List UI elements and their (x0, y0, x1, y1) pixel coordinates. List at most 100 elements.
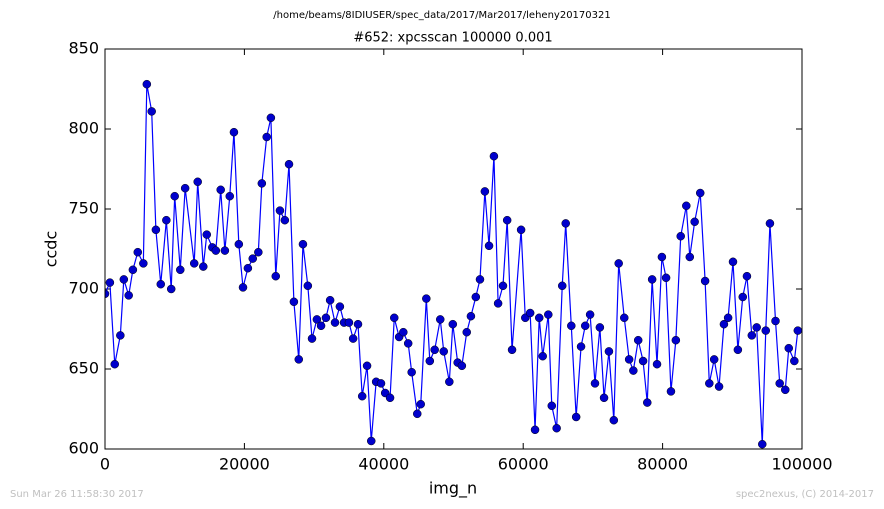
data-point (624, 355, 634, 364)
data-point (538, 351, 547, 361)
data-point (142, 79, 152, 89)
data-point (180, 183, 190, 193)
data-point (151, 225, 161, 235)
data-point (507, 345, 517, 355)
data-point (139, 259, 148, 268)
data-point (248, 254, 258, 263)
y-tick-label: 600 (68, 439, 99, 458)
data-point (376, 379, 386, 388)
data-point (330, 318, 340, 327)
data-point (353, 319, 363, 329)
data-point (280, 215, 290, 225)
data-point (552, 423, 561, 433)
data-point (493, 299, 503, 308)
data-point (189, 259, 199, 268)
data-point (793, 326, 802, 335)
data-point (170, 191, 179, 201)
data-point (638, 356, 648, 366)
data-point (211, 246, 221, 255)
data-point (643, 398, 652, 407)
data-point (567, 321, 576, 331)
data-point (275, 206, 285, 215)
data-point (385, 393, 395, 403)
data-point (471, 292, 481, 302)
data-point (166, 284, 176, 294)
data-point (466, 311, 476, 321)
data-point (620, 313, 629, 323)
data-point (728, 257, 738, 267)
data-point (614, 259, 623, 268)
data-point (199, 262, 208, 271)
footer-date: Sun Mar 26 11:58:30 2017 (10, 489, 144, 500)
data-point (758, 439, 767, 449)
data-point (695, 188, 705, 198)
data-point (661, 273, 671, 283)
data-point (530, 425, 540, 435)
data-point (790, 356, 799, 366)
data-point (284, 159, 294, 169)
x-tick-label: 40000 (358, 455, 409, 474)
data-point (629, 366, 638, 375)
data-point (609, 415, 619, 425)
data-point (238, 283, 248, 292)
chart-title: #652: xpcsscan 100000 0.001 (353, 31, 552, 46)
data-point (676, 231, 685, 241)
data-point (682, 201, 691, 211)
data-point (124, 291, 133, 300)
y-tick-label: 850 (68, 39, 99, 58)
data-point (647, 275, 657, 284)
data-point (216, 185, 225, 195)
plot-frame (104, 48, 803, 450)
data-point (652, 359, 662, 369)
x-axis-label: img_n (429, 479, 477, 499)
y-axis-label: ccdc (42, 231, 61, 268)
data-point (445, 377, 454, 387)
data-point (307, 334, 317, 343)
data-point (413, 409, 422, 419)
data-point (298, 239, 308, 249)
data-point (747, 331, 757, 340)
data-point (229, 127, 239, 137)
data-point (271, 271, 281, 281)
data-point (234, 239, 244, 249)
data-point (448, 319, 458, 329)
data-point (580, 321, 590, 331)
data-point (193, 177, 202, 187)
data-point (544, 310, 553, 319)
data-point (671, 335, 681, 345)
data-point (516, 225, 526, 235)
data-point (357, 391, 367, 401)
data-point (416, 399, 425, 409)
data-point (489, 151, 499, 161)
data-point (436, 315, 445, 324)
data-point (457, 361, 467, 371)
data-point (752, 323, 761, 332)
data-point (128, 265, 138, 275)
data-point (312, 315, 322, 324)
y-tick-label: 750 (68, 199, 99, 218)
data-point (202, 230, 212, 239)
data-point (525, 308, 535, 318)
data-point (321, 313, 331, 323)
data-point (480, 187, 490, 196)
data-point (257, 179, 267, 188)
data-point (254, 247, 263, 257)
data-point (784, 343, 794, 353)
data-point (733, 345, 743, 355)
data-point (220, 246, 230, 255)
data-point (403, 339, 413, 348)
x-tick-label: 100000 (771, 455, 832, 474)
x-tick-label: 20000 (219, 455, 270, 474)
data-point (325, 295, 335, 305)
data-point (742, 271, 752, 281)
data-point (162, 215, 171, 225)
data-point (595, 323, 605, 332)
data-point (294, 355, 304, 364)
data-point (425, 356, 435, 366)
data-point (561, 219, 570, 228)
data-point (685, 252, 695, 262)
y-tick-label: 800 (68, 119, 99, 138)
data-point (502, 215, 512, 225)
data-point (666, 387, 676, 396)
